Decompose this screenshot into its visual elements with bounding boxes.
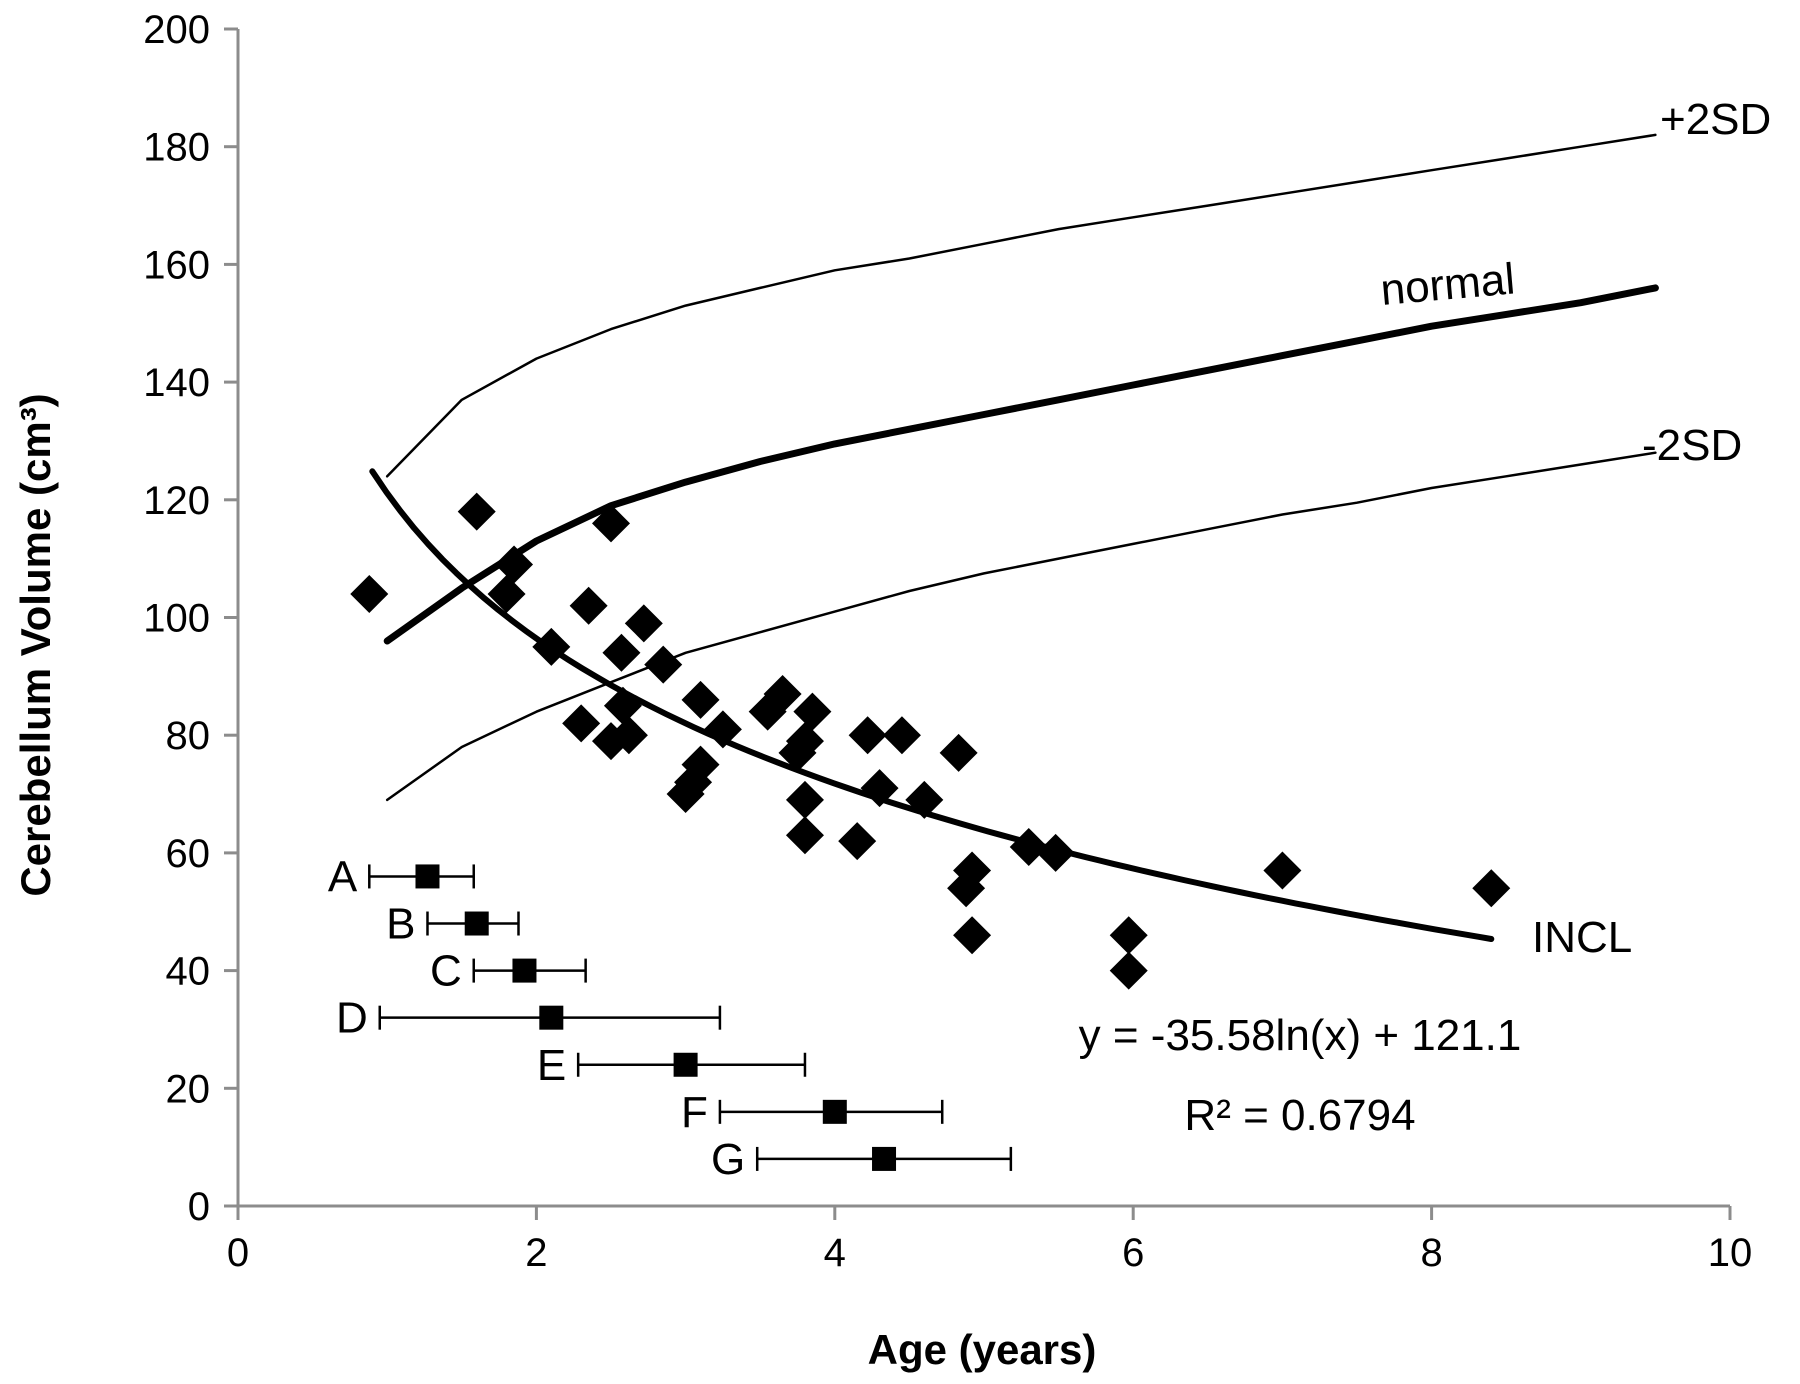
range-marker — [539, 1005, 564, 1030]
range-marker — [512, 958, 537, 983]
data-point — [953, 916, 992, 955]
curve-label-plus2sd: +2SD — [1660, 95, 1771, 144]
data-point — [1109, 951, 1148, 990]
reference-curve-0 — [385, 133, 1657, 478]
data-point — [624, 604, 663, 643]
range-label: G — [711, 1135, 745, 1184]
range-label: B — [386, 900, 415, 949]
y-tick-label: 80 — [166, 714, 211, 758]
data-point — [681, 680, 720, 719]
curve-label-minus2sd: -2SD — [1642, 421, 1742, 470]
y-tick-label: 140 — [143, 361, 210, 405]
data-point — [602, 633, 641, 672]
data-point — [457, 492, 496, 531]
data-point — [763, 675, 802, 714]
y-axis-label: Cerebellum Volume (cm³) — [12, 393, 59, 896]
data-point — [1472, 869, 1511, 908]
data-point — [703, 710, 742, 749]
y-tick-label: 0 — [188, 1185, 210, 1229]
data-point — [848, 716, 887, 755]
range-label: A — [328, 852, 358, 901]
data-point — [947, 869, 986, 908]
x-tick-label: 8 — [1420, 1231, 1442, 1275]
data-point — [666, 775, 705, 814]
data-point — [603, 686, 642, 725]
data-point — [785, 816, 824, 855]
data-points — [350, 492, 1511, 990]
data-point — [487, 574, 526, 613]
range-marker — [415, 864, 440, 889]
range-label: C — [430, 947, 462, 996]
x-axis-label: Age (years) — [868, 1326, 1097, 1373]
y-tick-label: 120 — [143, 479, 210, 523]
y-tick-label: 200 — [143, 8, 210, 52]
y-tick-label: 60 — [166, 832, 211, 876]
range-label: D — [336, 994, 368, 1043]
age-ranges: ABC D E FG — [328, 852, 1013, 1184]
x-tick-label: 10 — [1708, 1231, 1753, 1275]
data-point — [1036, 833, 1075, 872]
y-tick-label: 20 — [166, 1067, 211, 1111]
reference-curve-1 — [383, 284, 1659, 645]
annotations: Age (years) Cerebellum Volume (cm³) +2SD… — [12, 95, 1771, 1373]
range-marker — [822, 1099, 847, 1124]
reference-curves — [383, 133, 1659, 802]
axes: 0 20 40 60 80 100 120 140 160 180 200 0 2 4 6 8 10 — [143, 8, 1752, 1275]
reference-curve-2 — [385, 451, 1657, 802]
data-point — [569, 586, 608, 625]
data-point — [785, 780, 824, 819]
range-label: F — [681, 1088, 708, 1137]
data-point — [1263, 851, 1302, 890]
data-point — [939, 733, 978, 772]
data-point — [860, 769, 899, 808]
y-tick-label: 100 — [143, 597, 210, 641]
data-point — [1109, 916, 1148, 955]
data-point — [495, 545, 534, 584]
range-marker — [464, 911, 489, 936]
data-point — [350, 574, 389, 613]
data-point — [562, 704, 601, 743]
data-point — [532, 627, 571, 666]
data-point — [592, 504, 630, 543]
data-point — [609, 716, 648, 755]
y-tick-label: 40 — [166, 950, 211, 994]
y-tick-label: 180 — [143, 126, 210, 170]
data-point — [785, 722, 824, 761]
fit-r-squared: R² = 0.6794 — [1184, 1091, 1415, 1140]
range-label: E — [537, 1041, 566, 1090]
curve-label-normal: normal — [1379, 254, 1517, 315]
data-point — [905, 780, 944, 819]
range-marker — [673, 1052, 698, 1077]
x-tick-label: 0 — [227, 1231, 249, 1275]
data-point — [644, 645, 683, 684]
y-tick-label: 160 — [143, 243, 210, 287]
x-tick-label: 2 — [525, 1231, 547, 1275]
data-point — [793, 692, 832, 731]
x-tick-label: 6 — [1122, 1231, 1144, 1275]
data-point — [882, 716, 921, 755]
fit-equation: y = -35.58ln(x) + 121.1 — [1079, 1011, 1522, 1060]
data-point — [1009, 828, 1048, 867]
data-point — [838, 822, 877, 861]
range-marker — [872, 1146, 897, 1171]
x-tick-label: 4 — [824, 1231, 846, 1275]
curve-label-incl: INCL — [1532, 913, 1632, 962]
